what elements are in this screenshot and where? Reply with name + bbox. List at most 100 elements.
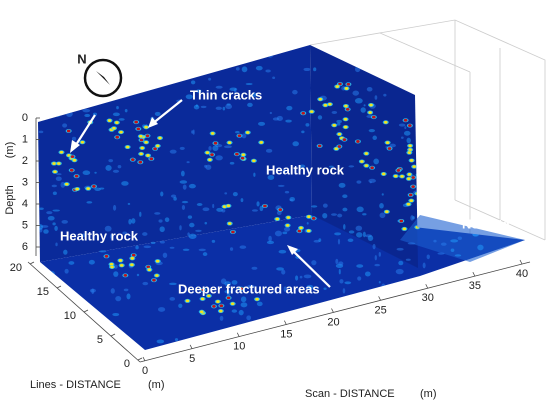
speckle xyxy=(188,183,196,189)
speckle xyxy=(502,336,506,341)
speckle xyxy=(179,180,188,184)
speckle xyxy=(269,111,273,115)
speckle xyxy=(212,203,215,209)
speckle xyxy=(449,287,454,291)
speckle xyxy=(510,185,514,191)
speckle xyxy=(303,67,311,72)
speckle xyxy=(371,296,378,299)
speckle xyxy=(112,169,120,173)
speckle xyxy=(189,222,195,228)
tick xyxy=(110,333,116,337)
speckle xyxy=(450,97,457,103)
speckle xyxy=(489,254,496,260)
speckle xyxy=(407,242,416,245)
tick xyxy=(137,357,143,361)
speckle xyxy=(247,284,255,289)
speckle xyxy=(39,332,47,338)
speckle xyxy=(276,267,284,271)
hotspot xyxy=(385,141,390,144)
hotspot xyxy=(343,125,348,129)
tick-label: 10 xyxy=(233,341,245,353)
speckle xyxy=(235,130,240,134)
hotspot xyxy=(411,185,415,188)
speckle xyxy=(292,89,298,95)
speckle xyxy=(296,309,300,313)
speckle xyxy=(515,109,522,114)
speckle xyxy=(251,209,258,212)
speckle xyxy=(295,335,304,340)
speckle xyxy=(375,336,383,342)
speckle xyxy=(56,84,60,88)
tick-label: 15 xyxy=(280,329,292,341)
speckle xyxy=(142,281,149,286)
hotspot xyxy=(125,145,130,149)
speckle xyxy=(434,321,438,327)
speckle xyxy=(52,222,56,226)
speckle xyxy=(63,249,68,255)
speckle xyxy=(122,231,127,235)
speckle xyxy=(202,252,208,257)
hotspot xyxy=(245,131,250,134)
speckle xyxy=(419,73,428,79)
speckle xyxy=(82,108,91,113)
speckle xyxy=(335,258,339,265)
speckle xyxy=(190,80,196,85)
speckle xyxy=(323,287,327,290)
hotspot xyxy=(86,187,90,191)
speckle xyxy=(61,45,69,49)
speckle xyxy=(427,196,435,201)
speckle xyxy=(181,200,189,204)
speckle xyxy=(179,146,185,150)
speckle xyxy=(62,123,68,128)
tick xyxy=(142,356,146,362)
tick-label: 5 xyxy=(189,353,195,365)
speckle xyxy=(180,68,183,74)
speckle xyxy=(284,190,290,194)
speckle xyxy=(395,59,398,63)
axis-unit: (m) xyxy=(420,388,437,400)
speckle xyxy=(369,181,372,184)
speckle xyxy=(435,150,439,154)
speckle xyxy=(240,296,247,303)
axis-label: Lines - DISTANCE xyxy=(30,379,121,391)
hotspot xyxy=(263,204,267,208)
speckle xyxy=(410,215,414,221)
speckle xyxy=(275,318,282,325)
speckle xyxy=(212,145,219,152)
speckle xyxy=(58,97,65,103)
hotspot xyxy=(130,263,134,267)
tick xyxy=(331,308,334,313)
hotspot xyxy=(399,219,404,223)
speckle xyxy=(154,212,161,215)
speckle xyxy=(182,184,187,190)
speckle xyxy=(337,213,343,218)
speckle xyxy=(49,271,55,277)
speckle xyxy=(154,111,161,117)
hotspot xyxy=(403,118,408,122)
arrow-head xyxy=(287,245,298,255)
speckle xyxy=(131,218,136,224)
speckle xyxy=(68,261,75,265)
speckle xyxy=(433,239,437,243)
tick-label: 3 xyxy=(22,176,28,188)
speckle xyxy=(299,275,303,279)
hotspot xyxy=(235,152,239,156)
hotspot xyxy=(275,217,280,221)
hotspot xyxy=(239,287,244,291)
hotspot xyxy=(356,140,360,143)
hotspot xyxy=(408,148,412,152)
speckle xyxy=(159,240,165,244)
hotspot xyxy=(69,168,74,172)
hotspot xyxy=(107,119,112,122)
speckle xyxy=(444,311,448,315)
speckle xyxy=(441,304,450,308)
speckle xyxy=(356,180,362,184)
hotspot xyxy=(393,174,398,178)
speckle xyxy=(86,201,93,204)
speckle xyxy=(453,286,458,292)
axis-unit: (m) xyxy=(148,379,165,391)
speckle xyxy=(208,146,212,151)
speckle xyxy=(52,209,60,212)
speckle xyxy=(306,284,314,290)
